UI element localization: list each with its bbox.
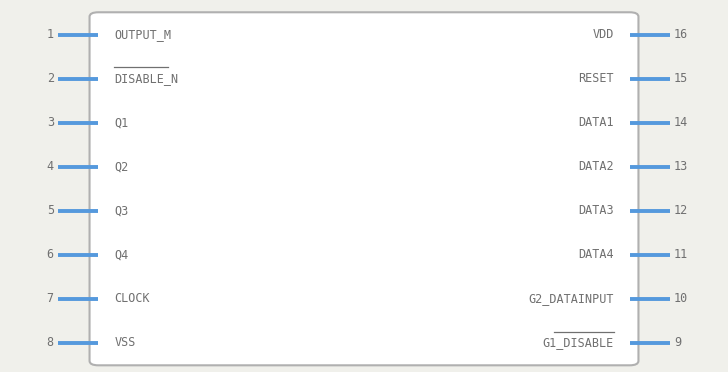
Text: 12: 12 (674, 204, 689, 217)
Text: 2: 2 (47, 72, 54, 85)
Text: DATA4: DATA4 (578, 248, 614, 262)
Text: 11: 11 (674, 248, 689, 262)
Text: 13: 13 (674, 160, 689, 173)
FancyBboxPatch shape (90, 12, 638, 365)
Text: 7: 7 (47, 292, 54, 305)
Text: VSS: VSS (114, 337, 135, 349)
Text: DATA1: DATA1 (578, 116, 614, 129)
Text: DATA2: DATA2 (578, 160, 614, 173)
Text: DATA3: DATA3 (578, 204, 614, 217)
Text: 8: 8 (47, 337, 54, 349)
Text: 4: 4 (47, 160, 54, 173)
Text: VDD: VDD (593, 28, 614, 41)
Text: RESET: RESET (578, 72, 614, 85)
Text: 14: 14 (674, 116, 689, 129)
Text: 10: 10 (674, 292, 689, 305)
Text: G2_DATAINPUT: G2_DATAINPUT (529, 292, 614, 305)
Text: G1_DISABLE: G1_DISABLE (542, 337, 614, 349)
Text: Q2: Q2 (114, 160, 129, 173)
Text: DISABLE_N: DISABLE_N (114, 72, 178, 85)
Text: 1: 1 (47, 28, 54, 41)
Text: 16: 16 (674, 28, 689, 41)
Text: 15: 15 (674, 72, 689, 85)
Text: 5: 5 (47, 204, 54, 217)
Text: Q3: Q3 (114, 204, 129, 217)
Text: 6: 6 (47, 248, 54, 262)
Text: Q1: Q1 (114, 116, 129, 129)
Text: OUTPUT_M: OUTPUT_M (114, 28, 171, 41)
Text: CLOCK: CLOCK (114, 292, 150, 305)
Text: 9: 9 (674, 337, 681, 349)
Text: 3: 3 (47, 116, 54, 129)
Text: Q4: Q4 (114, 248, 129, 262)
